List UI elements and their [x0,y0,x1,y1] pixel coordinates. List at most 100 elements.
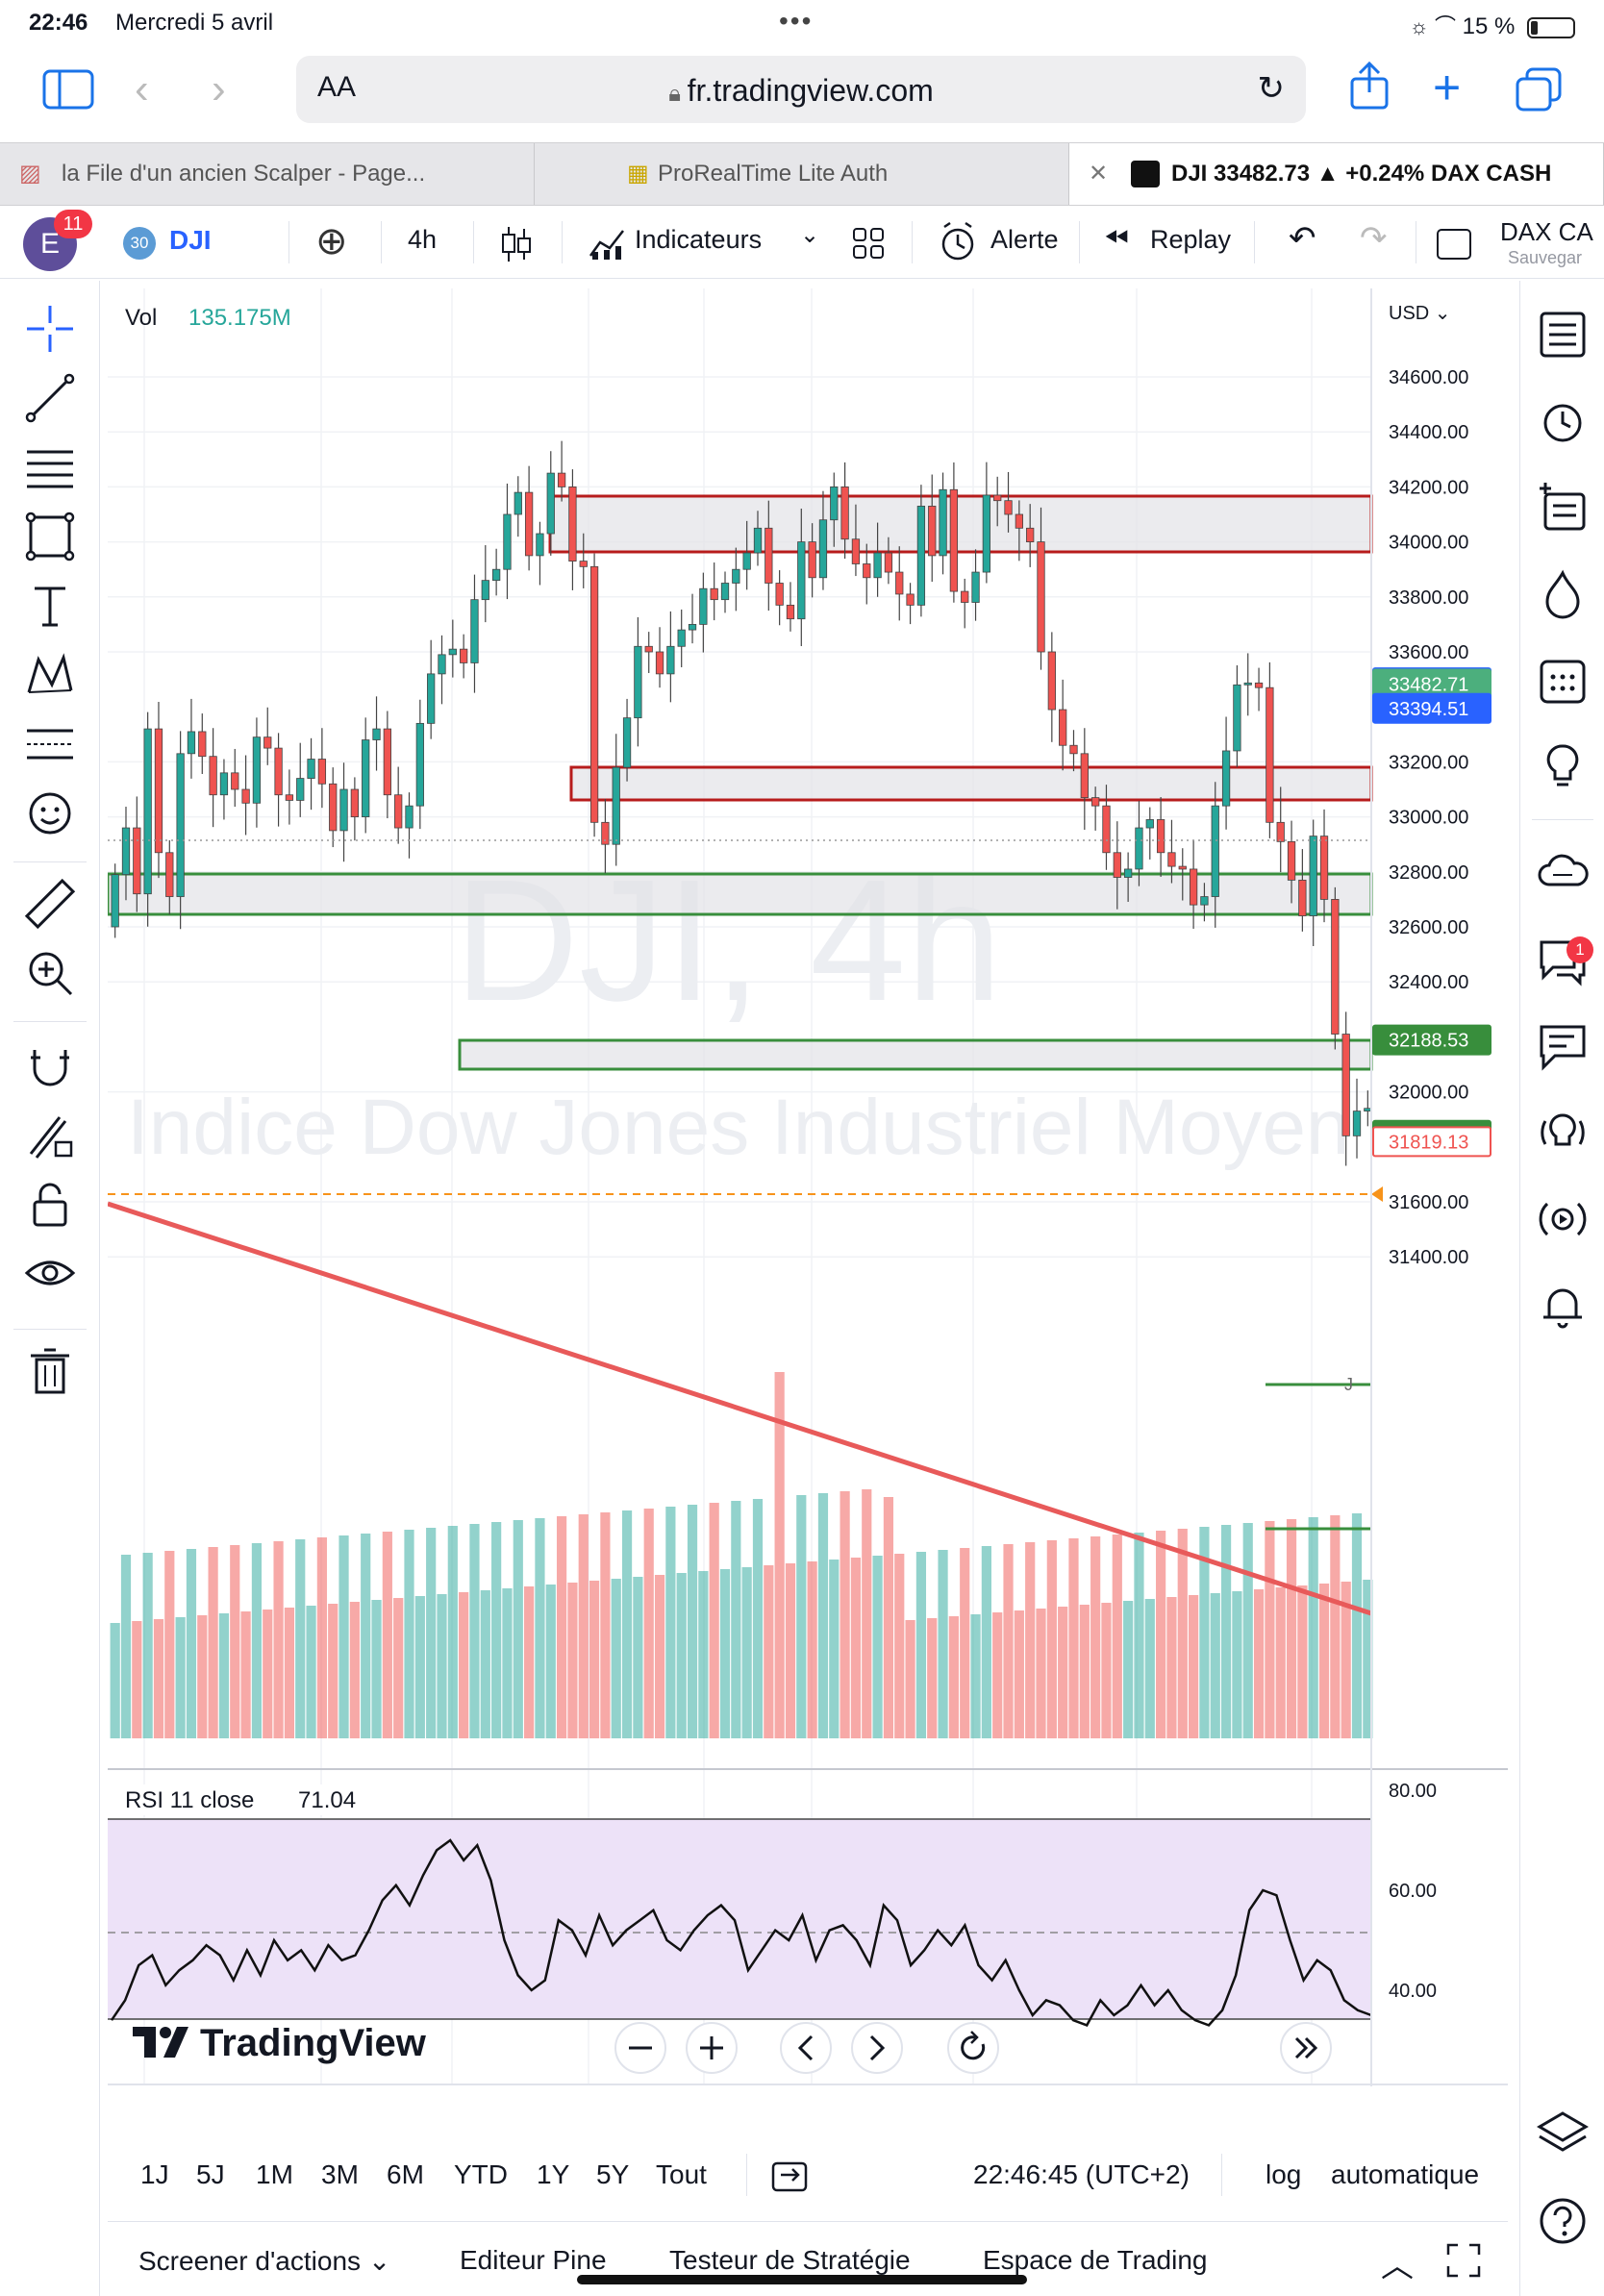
lock-all-icon[interactable] [21,1175,79,1233]
redo-icon[interactable]: ↷ [1360,220,1388,257]
replay-button[interactable]: Replay [1150,225,1232,254]
chart-canvas[interactable]: DJI, 4h Indice Dow Jones Industriel Moye… [108,288,1508,2086]
streams-bulb-icon[interactable] [1536,1106,1590,1160]
resistance-zone-high[interactable] [548,494,1373,554]
broadcast-play-icon[interactable] [1536,1192,1590,1246]
tab-trading-panel[interactable]: Espace de Trading [983,2245,1208,2275]
multitask-dots-icon[interactable]: ••• [779,6,814,36]
candle-body [830,486,839,521]
reset-chart-button[interactable] [947,2022,999,2074]
watchlist-icon[interactable] [1536,308,1590,362]
range-1d[interactable]: 1J [140,2159,169,2189]
tab-overview-icon[interactable] [1516,67,1564,112]
range-1m[interactable]: 1M [256,2159,293,2189]
help-icon[interactable] [1536,2194,1590,2248]
range-ytd[interactable]: YTD [454,2159,508,2189]
chevron-down-icon[interactable]: ⌄ [800,222,820,248]
zoom-in-icon[interactable] [21,944,79,1002]
replay-rewind-icon[interactable]: ⏪︎ [1104,221,1129,256]
resistance-zone-mid[interactable] [569,765,1373,802]
hotlist-flame-icon[interactable] [1536,567,1590,621]
fullscreen-layout-icon[interactable] [1437,229,1471,260]
range-1y[interactable]: 1Y [537,2159,570,2189]
support-zone-lower[interactable] [458,1038,1373,1071]
goto-date-icon[interactable] [771,2159,810,2192]
volume-bar [840,1491,850,1738]
trash-icon[interactable] [21,1342,79,1400]
range-5d[interactable]: 5J [196,2159,225,2189]
candle-body [971,571,980,603]
trend-line-icon[interactable] [21,369,79,427]
log-scale-toggle[interactable]: log [1266,2159,1302,2189]
fib-retracement-icon[interactable] [21,438,79,496]
lock-drawing-pencil-icon[interactable] [21,1106,79,1163]
candles-type-icon[interactable] [500,225,533,263]
browser-tab[interactable]: ProRealTime Lite Auth ▦ [535,143,1069,205]
alarm-clock-icon[interactable] [1536,394,1590,448]
sidebar-icon[interactable] [42,69,94,110]
messages-icon[interactable] [1536,1019,1590,1073]
dividend-marker[interactable]: J [1344,1375,1353,1394]
address-bar[interactable]: AA 🔒︎ fr.tradingview.com ↻ [296,56,1306,123]
visibility-eye-icon[interactable] [21,1244,79,1302]
maximize-panel-icon[interactable] [1446,2243,1481,2278]
new-tab-icon[interactable]: + [1433,61,1462,114]
emoji-icon[interactable] [21,785,79,842]
text-tool-icon[interactable] [21,577,79,635]
volume-bar [1058,1607,1068,1738]
notifications-bell-icon[interactable] [1536,1279,1590,1333]
volume-legend-title[interactable]: Vol [125,305,157,331]
prediction-measure-icon[interactable] [21,715,79,773]
alert-button[interactable]: Alerte [990,225,1059,254]
compare-add-icon[interactable]: ⊕ [315,220,348,262]
support-zone-upper[interactable] [108,872,1373,916]
range-3m[interactable]: 3M [321,2159,359,2189]
templates-grid-icon[interactable] [852,227,885,260]
calendar-icon[interactable] [1536,654,1590,708]
layout-save-status: Sauvegar [1508,248,1583,267]
volume-bar [469,1524,480,1738]
interval-button[interactable]: 4h [408,225,438,254]
reload-icon[interactable]: ↻ [1257,70,1286,107]
close-tab-icon[interactable]: ✕ [1089,161,1109,187]
collapse-panel-chevron-up-icon[interactable]: ︿ [1381,2248,1414,2284]
object-tree-layers-icon[interactable] [1536,2108,1590,2161]
candle-body [1069,744,1078,755]
browser-tab-active[interactable]: ✕ DJI 33482.73 ▲ +0.24% DAX CASH [1069,143,1604,205]
community-cloud-icon[interactable] [1536,846,1590,900]
tab-pine-editor[interactable]: Editeur Pine [460,2245,607,2275]
browser-tab[interactable]: la File d'un ancien Scalper - Page... ▨ [0,143,535,205]
tradingview-logo[interactable]: TradingView [133,2022,427,2064]
price-scale[interactable]: 34600.00 34400.00 34200.00 34000.00 33800.00… [1389,367,1468,1268]
rectangle-icon[interactable] [21,508,79,565]
back-icon[interactable]: ‹ [135,65,149,112]
range-6m[interactable]: 6M [387,2159,424,2189]
scroll-left-button[interactable] [780,2022,832,2074]
reader-aa-button[interactable]: AA [317,71,357,103]
rsi-legend-title[interactable]: RSI 11 close [125,1787,254,1813]
indicators-icon[interactable] [589,227,627,262]
range-5y[interactable]: 5Y [596,2159,630,2189]
clock-timezone[interactable]: 22:46:45 (UTC+2) [973,2159,1190,2189]
pattern-icon[interactable] [21,646,79,704]
trend-line[interactable] [108,1201,1372,1616]
undo-icon[interactable]: ↶ [1289,220,1316,257]
currency-label[interactable]: USD ⌄ [1389,303,1451,324]
ruler-icon[interactable] [21,875,79,933]
data-window-icon[interactable] [1536,481,1590,535]
indicators-button[interactable]: Indicateurs [635,225,763,254]
layout-name-button[interactable]: DAX CA [1500,217,1593,246]
range-all[interactable]: Tout [656,2159,707,2189]
ideas-lightbulb-icon[interactable] [1536,740,1590,794]
share-icon[interactable] [1348,62,1391,112]
alert-clock-icon[interactable] [939,221,981,263]
magnet-icon[interactable] [21,1036,79,1094]
tab-stock-screener[interactable]: Screener d'actions ⌄ [138,2246,391,2276]
forward-icon[interactable]: › [212,65,226,112]
crosshair-icon[interactable] [21,300,79,358]
tab-strategy-tester[interactable]: Testeur de Stratégie [669,2245,911,2275]
scroll-right-button[interactable] [851,2022,903,2074]
auto-scale-toggle[interactable]: automatique [1331,2159,1480,2189]
symbol-search-button[interactable]: DJI [169,225,212,255]
volume-bar [164,1551,175,1738]
